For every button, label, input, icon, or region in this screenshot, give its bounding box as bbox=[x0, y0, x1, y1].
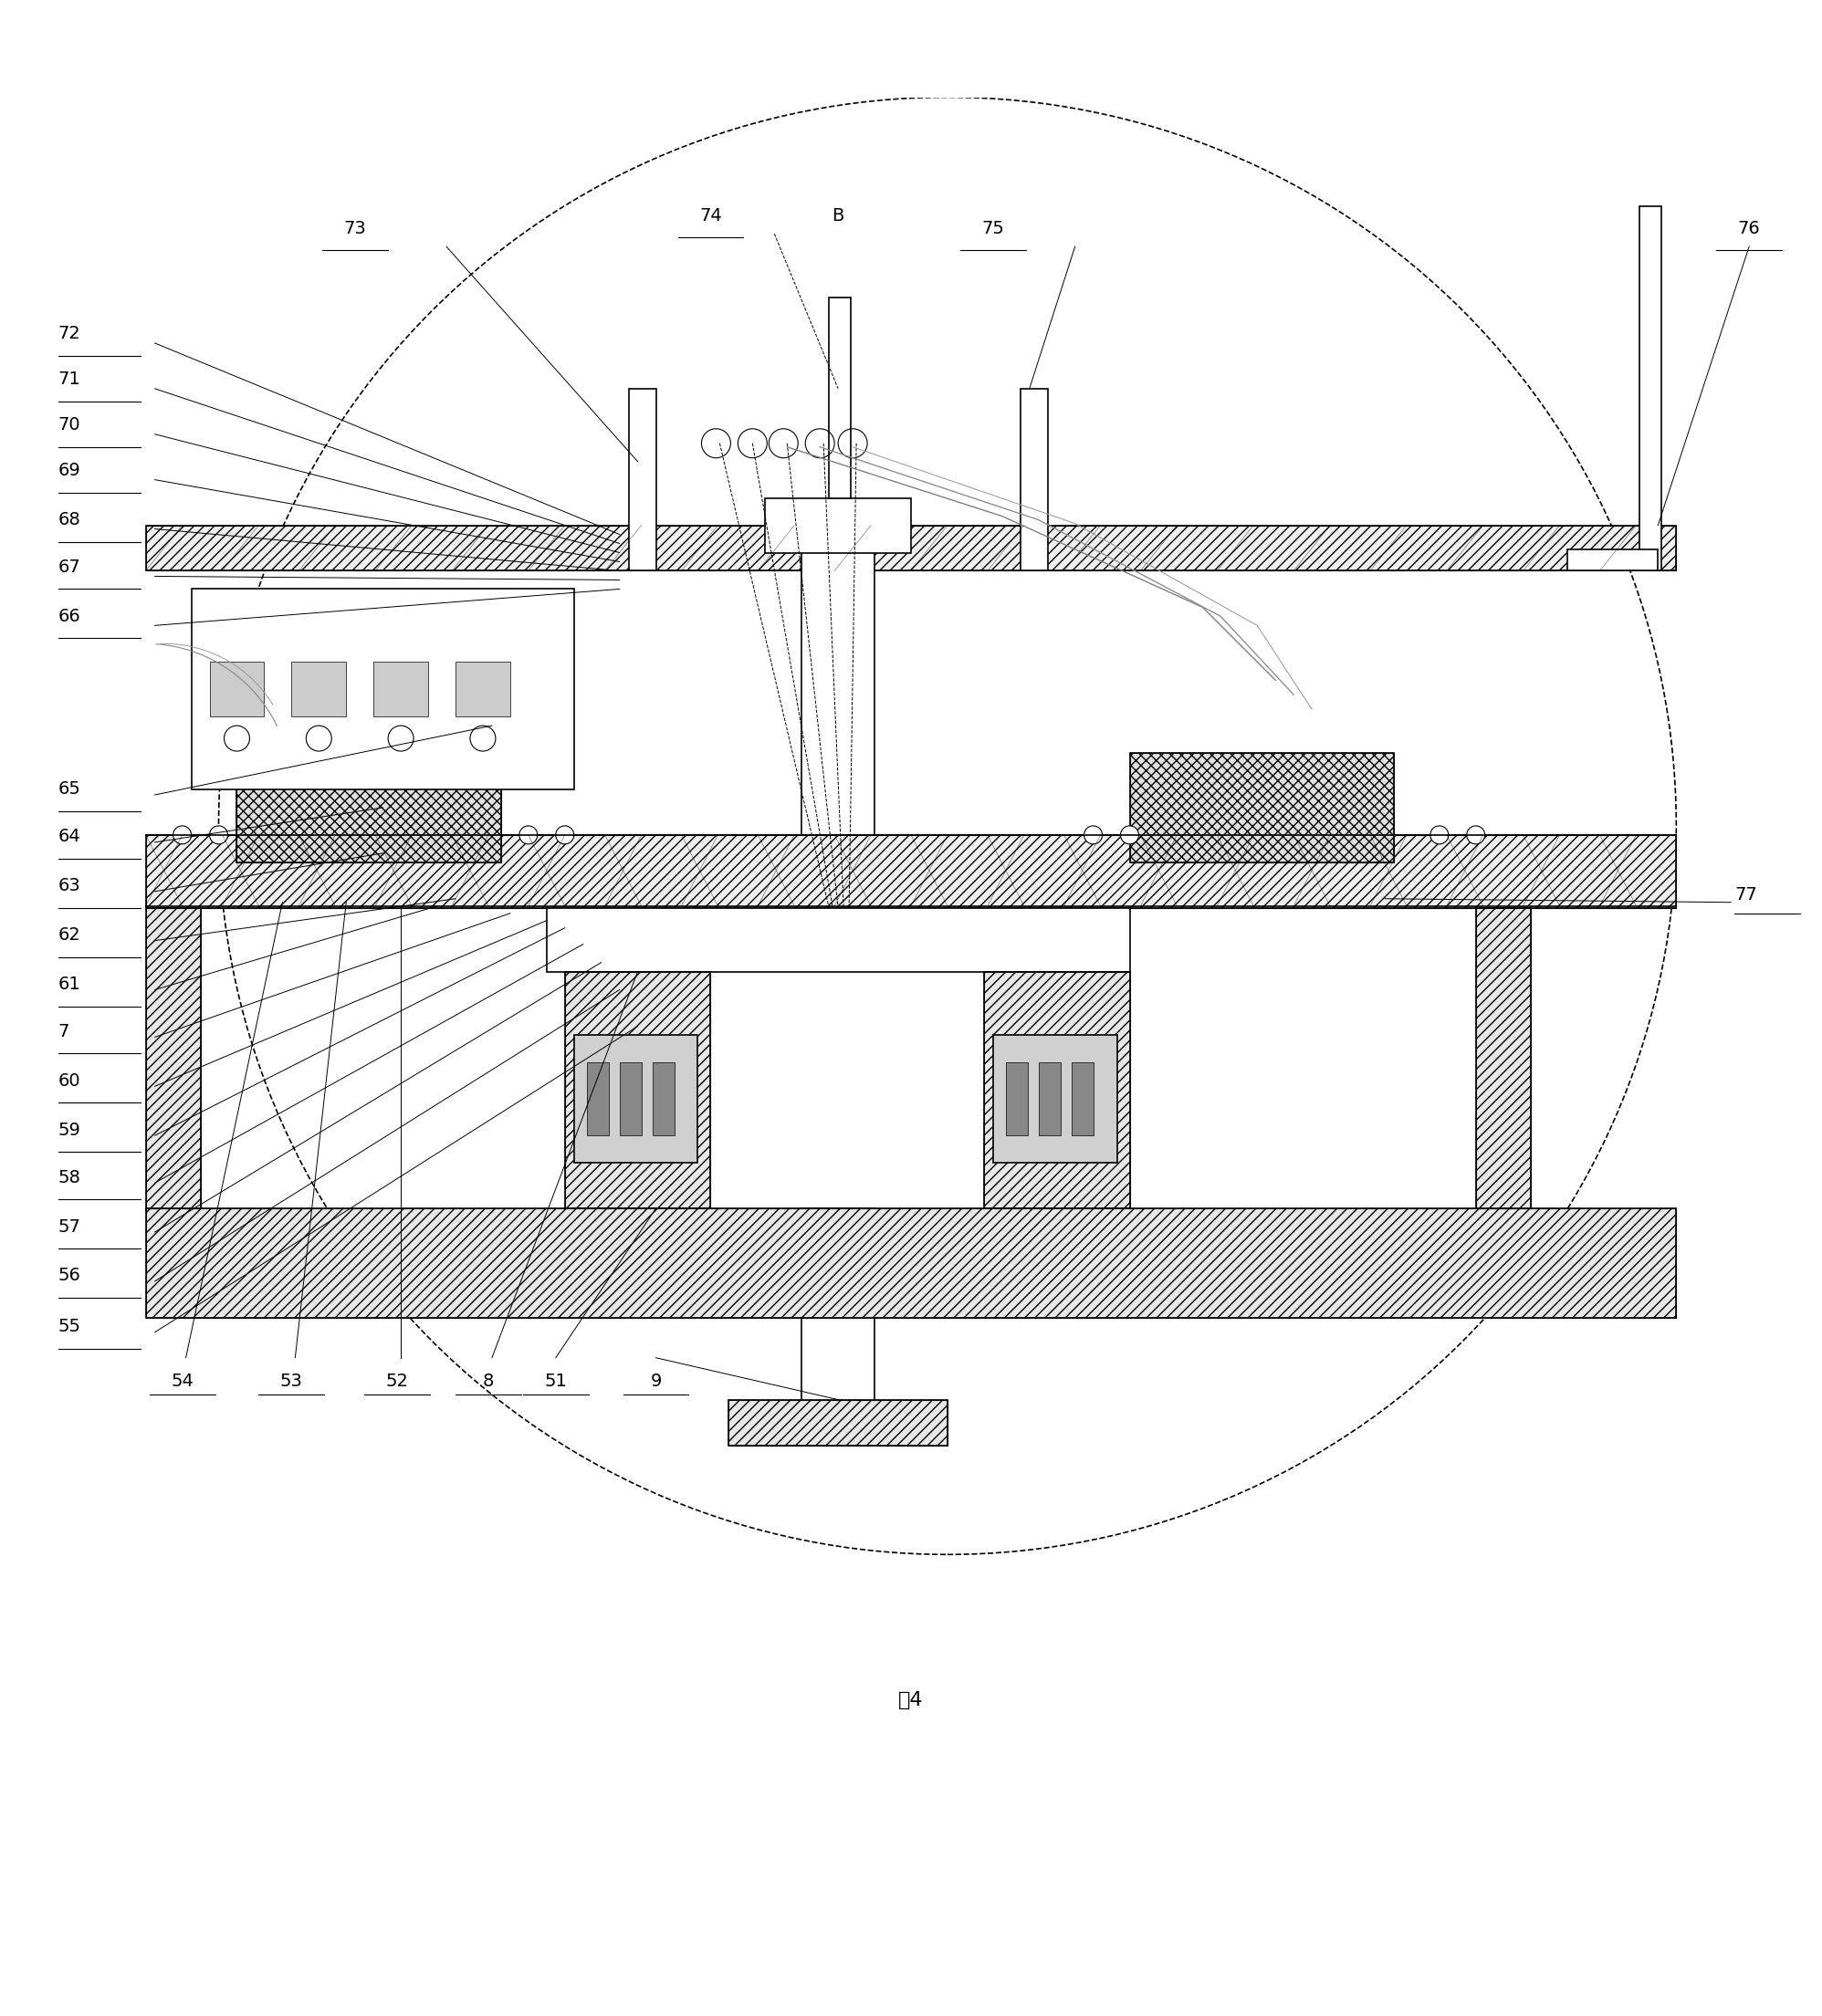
Text: 72: 72 bbox=[58, 325, 80, 343]
Bar bbox=[802, 544, 875, 835]
Bar bbox=[629, 389, 656, 571]
Circle shape bbox=[519, 827, 537, 845]
Bar bbox=[146, 526, 1676, 571]
Circle shape bbox=[173, 827, 191, 845]
Text: 53: 53 bbox=[281, 1373, 302, 1389]
Text: 59: 59 bbox=[58, 1121, 80, 1139]
Text: 69: 69 bbox=[58, 462, 80, 480]
Bar bbox=[146, 835, 1676, 907]
Circle shape bbox=[1084, 827, 1102, 845]
Bar bbox=[729, 1399, 947, 1445]
Text: 70: 70 bbox=[58, 417, 80, 433]
Bar bbox=[802, 1208, 875, 1409]
Circle shape bbox=[1121, 827, 1139, 845]
Text: 74: 74 bbox=[700, 208, 722, 224]
Bar bbox=[619, 1062, 641, 1135]
Text: 77: 77 bbox=[1735, 887, 1756, 903]
Bar bbox=[984, 972, 1130, 1208]
Text: 76: 76 bbox=[1738, 220, 1760, 238]
Text: 58: 58 bbox=[58, 1169, 80, 1185]
Bar bbox=[237, 752, 501, 863]
Circle shape bbox=[470, 726, 496, 752]
Text: 64: 64 bbox=[58, 829, 80, 845]
Bar bbox=[984, 972, 1130, 1208]
Bar bbox=[587, 1062, 609, 1135]
Bar bbox=[237, 752, 501, 863]
Text: 57: 57 bbox=[58, 1218, 80, 1236]
Bar bbox=[765, 498, 911, 552]
Bar bbox=[146, 1208, 1676, 1318]
Bar bbox=[1071, 1062, 1093, 1135]
Bar bbox=[547, 907, 1130, 972]
Bar bbox=[1640, 206, 1662, 571]
Text: 54: 54 bbox=[171, 1373, 193, 1389]
Text: 65: 65 bbox=[58, 780, 80, 798]
Text: 67: 67 bbox=[58, 558, 80, 577]
Bar bbox=[1476, 907, 1530, 1208]
Text: 71: 71 bbox=[58, 371, 80, 389]
Bar bbox=[374, 661, 428, 716]
Circle shape bbox=[210, 827, 228, 845]
Text: 8: 8 bbox=[483, 1373, 494, 1389]
Circle shape bbox=[224, 726, 250, 752]
Text: 75: 75 bbox=[982, 220, 1004, 238]
Text: 7: 7 bbox=[58, 1022, 69, 1040]
Text: 52: 52 bbox=[386, 1373, 408, 1389]
Bar bbox=[565, 972, 711, 1208]
Text: 55: 55 bbox=[58, 1318, 82, 1335]
Bar bbox=[1020, 389, 1048, 571]
Bar bbox=[1006, 1062, 1028, 1135]
Bar bbox=[729, 1399, 947, 1445]
Text: 56: 56 bbox=[58, 1268, 80, 1284]
Circle shape bbox=[556, 827, 574, 845]
Bar bbox=[146, 835, 1676, 907]
Bar bbox=[146, 1208, 1676, 1318]
Bar bbox=[1039, 1062, 1060, 1135]
Text: 60: 60 bbox=[58, 1073, 80, 1089]
Bar bbox=[210, 661, 264, 716]
Text: 63: 63 bbox=[58, 877, 80, 895]
Bar bbox=[456, 661, 510, 716]
Bar bbox=[993, 1036, 1117, 1163]
Bar bbox=[829, 298, 851, 498]
Bar bbox=[1476, 907, 1530, 1208]
Text: 图4: 图4 bbox=[898, 1691, 924, 1710]
Text: 61: 61 bbox=[58, 976, 80, 994]
Text: B: B bbox=[833, 208, 844, 224]
Bar bbox=[191, 589, 574, 790]
Bar bbox=[292, 661, 346, 716]
Circle shape bbox=[1467, 827, 1485, 845]
Text: 68: 68 bbox=[58, 512, 80, 528]
Circle shape bbox=[1430, 827, 1448, 845]
Bar bbox=[565, 972, 711, 1208]
Text: 9: 9 bbox=[650, 1373, 661, 1389]
Bar bbox=[652, 1062, 674, 1135]
Bar bbox=[1567, 548, 1658, 571]
Circle shape bbox=[306, 726, 332, 752]
Bar bbox=[574, 1036, 698, 1163]
Text: 66: 66 bbox=[58, 607, 80, 625]
Bar bbox=[146, 907, 200, 1208]
Bar bbox=[146, 907, 200, 1208]
Text: 62: 62 bbox=[58, 927, 80, 943]
Text: 73: 73 bbox=[344, 220, 366, 238]
Circle shape bbox=[388, 726, 414, 752]
Bar bbox=[1130, 752, 1394, 863]
Bar bbox=[146, 526, 1676, 571]
Text: 51: 51 bbox=[545, 1373, 567, 1389]
Bar bbox=[1130, 752, 1394, 863]
